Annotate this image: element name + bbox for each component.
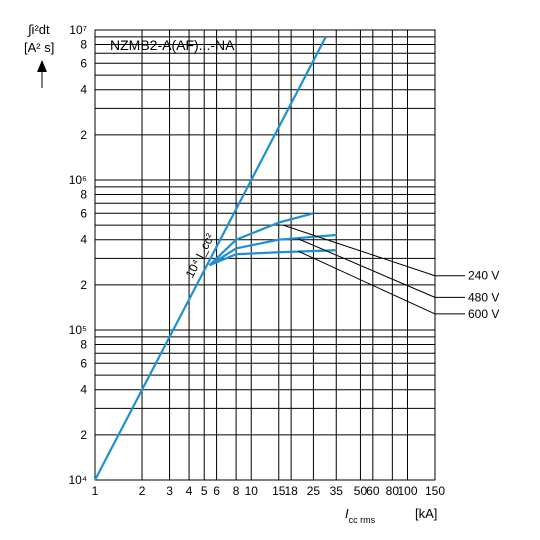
voltage-label: 480 V [468, 290, 499, 304]
y-minor-label: 8 [80, 38, 87, 52]
y-minor-label: 2 [80, 428, 87, 442]
x-tick-label: 4 [186, 484, 193, 498]
chart-title: NZMB2-A(AF)...-NA [110, 37, 235, 53]
x-tick-label: 150 [425, 484, 445, 498]
x-tick-label: 35 [330, 484, 344, 498]
y-tick-label: 10⁴ [68, 473, 87, 487]
x-tick-label: 3 [166, 484, 173, 498]
x-tick-label: 1 [92, 484, 99, 498]
y-minor-label: 6 [80, 56, 87, 70]
i2t-chart: 1234568101518253550608010015010⁴246810⁵2… [0, 0, 540, 540]
voltage-label: 240 V [468, 269, 499, 283]
voltage-label: 600 V [468, 307, 499, 321]
x-axis-label: Icc rms [345, 506, 376, 525]
x-tick-label: 10 [245, 484, 259, 498]
x-tick-label: 5 [201, 484, 208, 498]
y-axis-label: ∫i²dt [27, 22, 50, 37]
x-tick-label: 2 [139, 484, 146, 498]
y-minor-label: 4 [80, 83, 87, 97]
x-axis-unit: [kA] [415, 506, 437, 521]
x-tick-label: 25 [307, 484, 321, 498]
x-tick-label: 18 [284, 484, 298, 498]
y-axis-unit: [A² s] [24, 40, 54, 55]
x-tick-label: 6 [213, 484, 220, 498]
y-tick-label: 10⁶ [69, 173, 87, 187]
y-minor-label: 8 [80, 338, 87, 352]
x-tick-label: 8 [233, 484, 240, 498]
y-tick-label: 10⁵ [69, 323, 87, 337]
y-minor-label: 8 [80, 188, 87, 202]
x-tick-label: 60 [366, 484, 380, 498]
y-minor-label: 4 [80, 383, 87, 397]
y-minor-label: 6 [80, 206, 87, 220]
x-tick-label: 100 [397, 484, 417, 498]
y-tick-label: 10⁷ [69, 23, 87, 37]
y-arrowhead [37, 60, 47, 72]
y-minor-label: 2 [80, 128, 87, 142]
y-minor-label: 2 [80, 278, 87, 292]
y-minor-label: 4 [80, 233, 87, 247]
y-minor-label: 6 [80, 356, 87, 370]
